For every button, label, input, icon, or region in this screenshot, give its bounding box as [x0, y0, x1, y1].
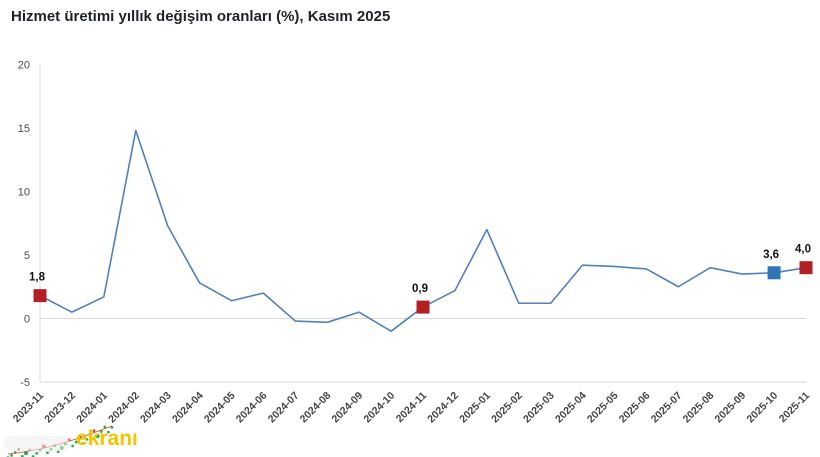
- x-tick-label: 2025-07: [649, 390, 685, 426]
- highlight-marker: [416, 300, 430, 314]
- data-label: 1,8: [29, 272, 46, 284]
- x-tick-label: 2025-03: [521, 390, 557, 426]
- x-tick-label: 2024-11: [394, 390, 429, 425]
- x-tick-label: 2024-01: [74, 390, 110, 426]
- y-tick-label: 0: [24, 314, 30, 326]
- data-label: 0,9: [412, 283, 428, 295]
- y-tick-label: 5: [24, 250, 30, 262]
- highlight-marker: [33, 289, 47, 303]
- x-tick-label: 2023-11: [11, 390, 46, 425]
- y-tick-label: 10: [18, 187, 30, 199]
- highlight-marker: [799, 261, 813, 275]
- x-tick-label: 2025-05: [585, 390, 621, 426]
- x-tick-label: 2024-03: [138, 390, 174, 426]
- x-tick-label: 2023-12: [42, 390, 78, 426]
- x-tick-label: 2024-04: [170, 390, 206, 426]
- x-tick-label: 2024-05: [202, 390, 238, 426]
- x-tick-label: 2024-08: [298, 390, 334, 426]
- x-tick-label: 2024-06: [234, 390, 270, 426]
- x-tick-label: 2024-09: [330, 390, 366, 426]
- x-tick-label: 2025-01: [457, 390, 493, 426]
- x-tick-label: 2024-02: [106, 390, 142, 426]
- data-label: 4,0: [795, 244, 811, 256]
- x-tick-label: 2024-07: [266, 390, 302, 426]
- x-tick-label: 2025-11: [777, 390, 812, 425]
- x-tick-label: 2024-10: [361, 390, 397, 426]
- data-label: 3,6: [763, 249, 779, 261]
- x-tick-label: 2025-09: [713, 390, 749, 426]
- x-tick-label: 2025-02: [489, 390, 525, 426]
- x-tick-label: 2024-12: [425, 390, 461, 426]
- x-tick-label: 2025-08: [681, 390, 717, 426]
- chart-title: Hizmet üretimi yıllık değişim oranları (…: [11, 8, 391, 25]
- highlight-marker: [767, 266, 781, 280]
- y-tick-label: -5: [20, 377, 30, 389]
- y-tick-label: 15: [18, 123, 30, 135]
- x-tick-label: 2025-10: [744, 390, 780, 426]
- x-tick-label: 2025-04: [553, 390, 589, 426]
- x-tick-label: 2025-06: [617, 390, 653, 426]
- y-tick-label: 20: [18, 60, 30, 72]
